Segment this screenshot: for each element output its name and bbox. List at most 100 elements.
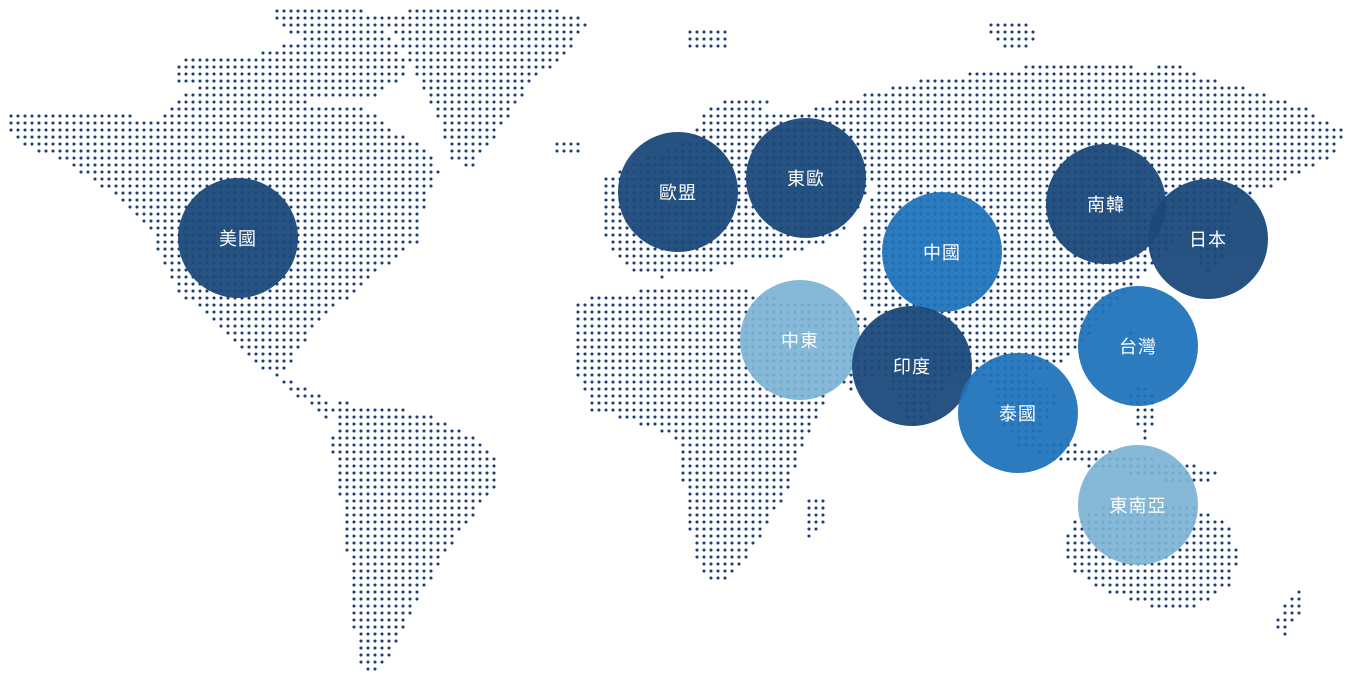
land-dot: [779, 240, 783, 244]
land-dot: [198, 100, 202, 104]
land-dot: [1262, 177, 1266, 181]
land-dot: [898, 303, 902, 307]
land-dot: [828, 233, 832, 237]
land-dot: [1227, 170, 1231, 174]
land-dot: [884, 191, 888, 195]
land-dot: [1171, 72, 1175, 76]
land-dot: [1094, 296, 1098, 300]
land-dot: [387, 142, 391, 146]
land-dot: [996, 310, 1000, 314]
land-dot: [541, 65, 545, 69]
land-dot: [51, 149, 55, 153]
land-dot: [352, 114, 356, 118]
land-dot: [1185, 163, 1189, 167]
land-dot: [261, 177, 265, 181]
land-dot: [891, 303, 895, 307]
land-dot: [506, 58, 510, 62]
land-dot: [107, 114, 111, 118]
land-dot: [1017, 114, 1021, 118]
land-dot: [982, 149, 986, 153]
land-dot: [660, 310, 664, 314]
land-dot: [359, 93, 363, 97]
land-dot: [1038, 191, 1042, 195]
land-dot: [177, 275, 181, 279]
land-dot: [1024, 65, 1028, 69]
land-dot: [1143, 261, 1147, 265]
land-dot: [142, 142, 146, 146]
land-dot: [100, 163, 104, 167]
land-dot: [576, 30, 580, 34]
land-dot: [303, 23, 307, 27]
land-dot: [1080, 114, 1084, 118]
land-dot: [471, 86, 475, 90]
land-dot: [492, 86, 496, 90]
land-dot: [275, 128, 279, 132]
land-dot: [905, 121, 909, 125]
land-dot: [191, 149, 195, 153]
land-dot: [359, 16, 363, 20]
land-dot: [261, 100, 265, 104]
land-dot: [562, 16, 566, 20]
land-dot: [1080, 135, 1084, 139]
land-dot: [737, 114, 741, 118]
land-dot: [1318, 142, 1322, 146]
land-dot: [1031, 135, 1035, 139]
land-dot: [856, 128, 860, 132]
land-dot: [1129, 282, 1133, 286]
land-dot: [338, 114, 342, 118]
land-dot: [1262, 107, 1266, 111]
land-dot: [1115, 114, 1119, 118]
land-dot: [884, 170, 888, 174]
land-dot: [142, 205, 146, 209]
land-dot: [877, 107, 881, 111]
land-dot: [1003, 30, 1007, 34]
land-dot: [303, 212, 307, 216]
land-dot: [1143, 79, 1147, 83]
land-dot: [975, 107, 979, 111]
land-dot: [184, 156, 188, 160]
land-dot: [212, 177, 216, 181]
land-dot: [1017, 240, 1021, 244]
land-dot: [170, 198, 174, 202]
land-dot: [429, 23, 433, 27]
land-dot: [233, 100, 237, 104]
land-dot: [1052, 128, 1056, 132]
land-dot: [282, 177, 286, 181]
land-dot: [737, 338, 741, 342]
land-dot: [352, 44, 356, 48]
land-dot: [247, 296, 251, 300]
land-dot: [947, 149, 951, 153]
land-dot: [79, 163, 83, 167]
land-dot: [982, 296, 986, 300]
land-dot: [1136, 107, 1140, 111]
land-dot: [184, 177, 188, 181]
land-dot: [681, 289, 685, 293]
land-dot: [611, 184, 615, 188]
land-dot: [1024, 219, 1028, 223]
land-dot: [387, 65, 391, 69]
land-dot: [289, 30, 293, 34]
land-dot: [562, 23, 566, 27]
land-dot: [415, 212, 419, 216]
land-dot: [870, 268, 874, 272]
land-dot: [611, 331, 615, 335]
land-dot: [1241, 177, 1245, 181]
land-dot: [919, 156, 923, 160]
land-dot: [394, 184, 398, 188]
land-dot: [170, 268, 174, 272]
land-dot: [1010, 114, 1014, 118]
land-dot: [548, 23, 552, 27]
land-dot: [191, 170, 195, 174]
land-dot: [1038, 226, 1042, 230]
land-dot: [744, 205, 748, 209]
land-dot: [184, 100, 188, 104]
land-dot: [499, 93, 503, 97]
land-dot: [44, 128, 48, 132]
land-dot: [527, 37, 531, 41]
land-dot: [954, 184, 958, 188]
land-dot: [1094, 93, 1098, 97]
land-dot: [989, 310, 993, 314]
land-dot: [576, 23, 580, 27]
land-dot: [415, 16, 419, 20]
land-dot: [282, 16, 286, 20]
